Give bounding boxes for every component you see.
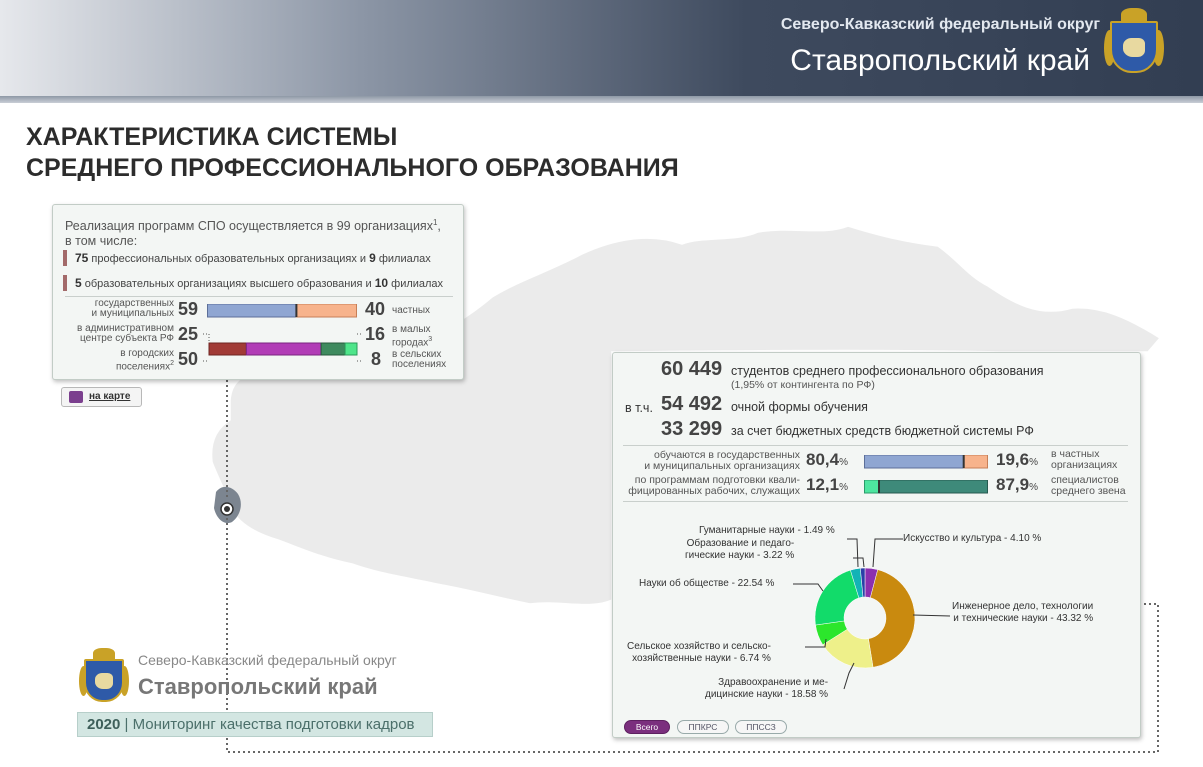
label-agriculture: Сельское хозяйство и сельско-хозяйственн…	[627, 641, 771, 664]
fulltime-prefix: в т.ч.	[625, 401, 653, 415]
public-orgs-label: государственных и муниципальных	[91, 298, 174, 319]
public-students-label: обучаются в государственных и муниципальн…	[644, 449, 800, 472]
map-icon	[69, 391, 83, 403]
label-engineering: Инженерное дело, технологии и технические…	[952, 601, 1094, 624]
organizations-intro: Реализация программ СПО осуществляется в…	[65, 218, 441, 249]
workers-program-value: 12,1%	[806, 475, 848, 494]
donut-slice-4	[814, 569, 860, 626]
rural-label: в сельских поселениях	[392, 349, 447, 370]
header-region: Ставропольский край	[790, 44, 1090, 77]
students-total-value: 60 449	[661, 358, 723, 380]
show-on-map-button[interactable]: на карте	[61, 387, 142, 407]
footer-region: Ставропольский край	[138, 674, 378, 699]
rural-value: 8	[371, 349, 382, 369]
header-divider	[0, 96, 1203, 103]
students-panel: 60 449 студентов среднего профессиональн…	[612, 352, 1141, 738]
map-shape	[210, 225, 1162, 606]
tab-ppssz[interactable]: ППССЗ	[735, 720, 787, 734]
header-banner: Северо-Кавказский федеральный округ Став…	[0, 0, 1203, 96]
organizations-panel: Реализация программ СПО осуществляется в…	[52, 204, 464, 380]
label-education: Образование и педаго-гические науки - 3.…	[685, 538, 795, 561]
admin-center-value: 25	[178, 324, 199, 344]
public-orgs-value: 59	[178, 299, 199, 319]
public-students-value: 80,4%	[806, 450, 848, 469]
header-district: Северо-Кавказский федеральный округ	[780, 16, 1100, 33]
tab-ppkrs[interactable]: ППКРС	[677, 720, 729, 734]
students-ownership-bar	[864, 455, 988, 469]
private-students-label: в частных организациях	[1051, 448, 1118, 471]
label-health: Здравоохранение и ме-дицинские науки - 1…	[705, 677, 829, 700]
private-orgs-value: 40	[365, 299, 386, 319]
students-total-label: студентов среднего профессионального обр…	[731, 364, 1044, 378]
coat-of-arms-icon	[1104, 8, 1164, 80]
label-arts: Искусство и культура - 4.10 %	[903, 533, 1042, 544]
tab-all[interactable]: Всего	[624, 720, 670, 734]
small-towns-value: 16	[365, 324, 386, 344]
label-humanities: Гуманитарные науки - 1.49 %	[699, 525, 835, 536]
page-title: ХАРАКТЕРИСТИКА СИСТЕМЫ СРЕДНЕГО ПРОФЕССИ…	[26, 123, 679, 182]
fields-donut-chart	[793, 538, 951, 690]
footer-coat-of-arms-icon	[79, 648, 129, 708]
urban-value: 50	[178, 349, 199, 369]
private-orgs-label: частных	[392, 305, 431, 316]
students-total-note: (1,95% от контингента по РФ)	[731, 379, 875, 391]
donut-slice-6	[860, 567, 866, 598]
location-bar	[203, 333, 363, 362]
higher-orgs-row: 5 образовательных организациях высшего о…	[63, 275, 443, 291]
fulltime-value: 54 492	[661, 393, 723, 415]
programs-bar	[864, 480, 989, 494]
fulltime-label: очной формы обучения	[731, 400, 868, 414]
private-students-value: 19,6%	[996, 450, 1038, 469]
ownership-bar	[207, 304, 357, 318]
specialists-program-label: специалистов среднего звена	[1051, 474, 1126, 497]
connector-line-bottom	[226, 518, 1159, 753]
label-society: Науки об обществе - 22.54 %	[639, 578, 775, 589]
urban-label: в городских поселениях2	[115, 348, 174, 373]
budget-value: 33 299	[661, 418, 723, 440]
donut-slice-1	[868, 569, 916, 668]
admin-center-label: в административном центре субъекта РФ	[77, 323, 174, 344]
footer-district: Северо-Кавказский федеральный округ	[138, 652, 397, 668]
small-towns-label: в малых городах3	[392, 324, 433, 349]
footer-monitoring-bar: 2020 | Мониторинг качества подготовки ка…	[77, 712, 433, 737]
workers-program-label: по программам подготовки квали-фицирован…	[628, 474, 800, 497]
budget-label: за счет бюджетных средств бюджетной сист…	[731, 424, 1034, 438]
leader-lines	[793, 538, 951, 690]
prof-orgs-row: 75 профессиональных образовательных орга…	[63, 250, 431, 266]
specialists-program-value: 87,9%	[996, 475, 1038, 494]
